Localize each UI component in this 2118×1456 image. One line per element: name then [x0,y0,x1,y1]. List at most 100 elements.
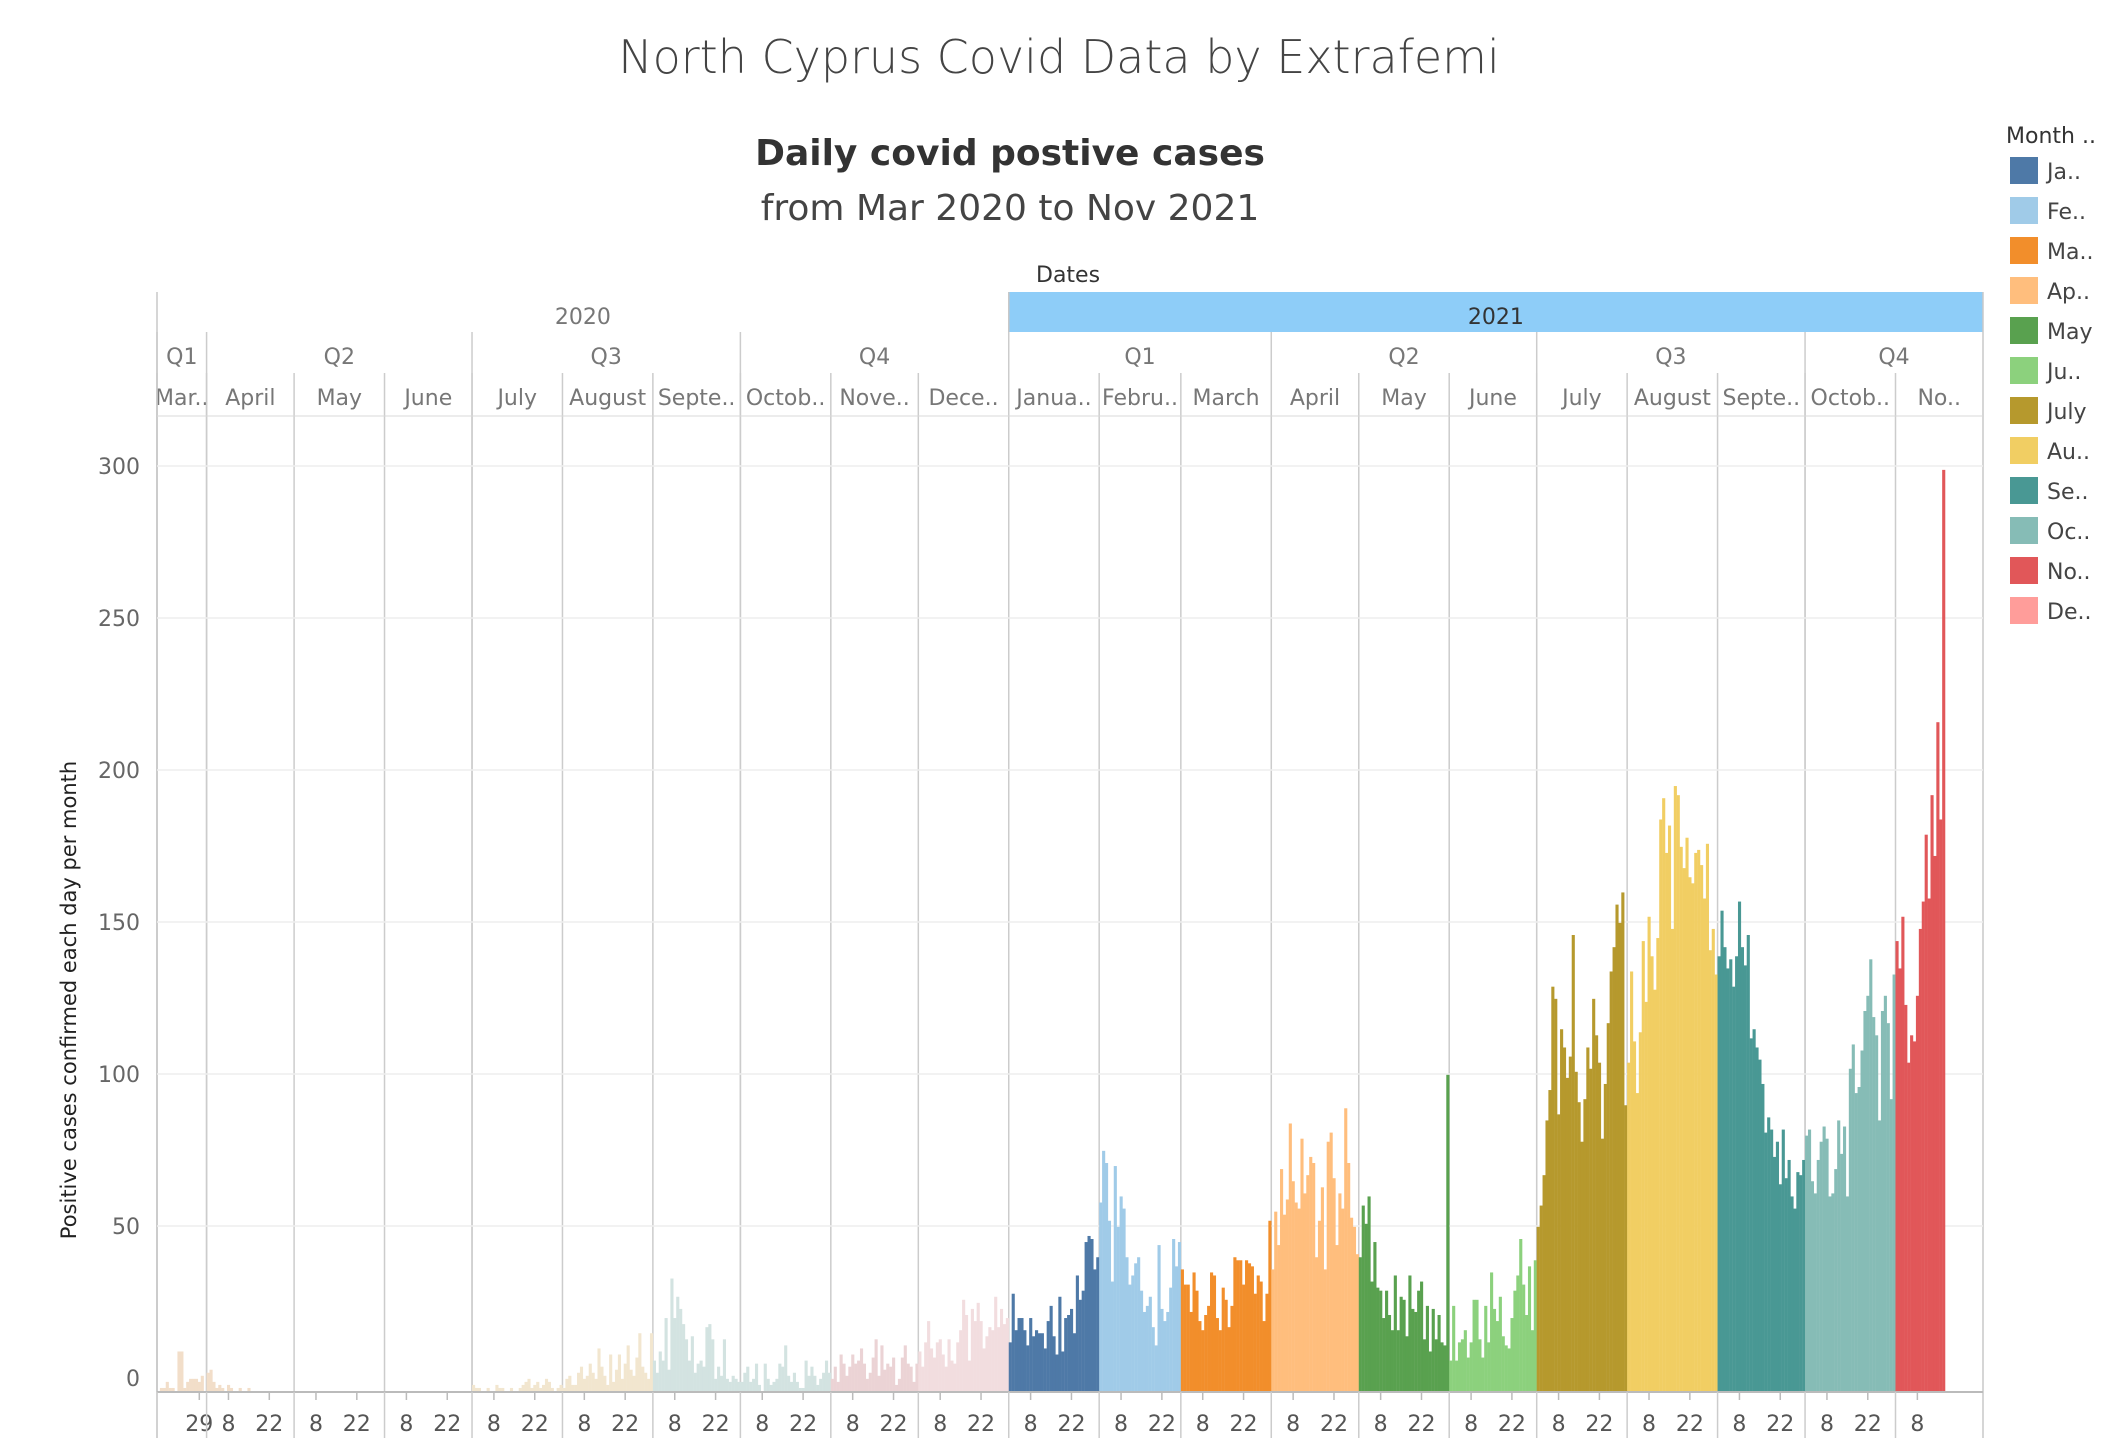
bar [1271,1269,1275,1392]
x-tick-label: 22 [1676,1412,1704,1437]
bar [1355,1254,1359,1392]
bar [690,1336,694,1392]
bar [1880,1011,1885,1392]
bar [1930,795,1934,1392]
bar [1195,1290,1199,1392]
legend-item-label: Fe.. [2047,200,2086,225]
month-label: Dece.. [928,386,998,411]
bar [1807,1129,1812,1392]
bar [1280,1169,1284,1392]
month-label: Nove.. [839,386,909,411]
bar [1335,1245,1339,1392]
bar [889,1366,893,1392]
x-tick-label: 8 [755,1412,769,1437]
bar [1469,1342,1473,1392]
bar [189,1378,193,1392]
bar [1390,1330,1394,1392]
bar [1239,1260,1243,1392]
bar [1586,1047,1590,1392]
bar [667,1369,671,1392]
bar [1854,1093,1858,1392]
bar [1755,1047,1759,1392]
bar [1492,1308,1497,1392]
bar [1352,1226,1357,1392]
bar [212,1381,216,1392]
bar [1539,1205,1543,1392]
bar [763,1363,767,1392]
bar [1907,1062,1911,1392]
x-tick-label: 8 [1732,1412,1746,1437]
bar [585,1375,589,1392]
bar [221,1387,225,1392]
bar [1717,956,1721,1392]
bar [1399,1296,1403,1392]
y-tick-label: 0 [126,1367,140,1392]
bar [1697,849,1701,1392]
bar [1761,1083,1765,1392]
bar [781,1366,785,1392]
bar [1498,1296,1502,1392]
bar [1635,1093,1640,1392]
bar [1090,1239,1094,1392]
bar [556,1387,560,1392]
bar [1078,1299,1082,1392]
bar [959,1330,963,1392]
x-tick-label: 22 [1230,1412,1258,1437]
bar [1667,825,1672,1392]
bar [1475,1299,1479,1392]
bar [1099,1202,1103,1392]
x-tick-label: 22 [611,1412,639,1437]
bar [994,1296,998,1392]
bar [658,1351,662,1392]
x-tick-label: 8 [221,1412,235,1437]
bar [588,1363,592,1392]
bar [1081,1290,1085,1392]
bar [1886,1023,1890,1392]
bar [687,1360,691,1392]
month-label: Mar.. [155,386,208,411]
bar [501,1387,505,1392]
bar [1247,1263,1252,1392]
legend[interactable]: Ja.. Fe.. Ma.. Ap.. May Ju.. July Au.. Se.. Oc.. N… [2010,157,2093,625]
bar [734,1378,738,1392]
bar [159,1387,164,1392]
bar [1128,1284,1132,1392]
x-tick-label: 22 [343,1412,371,1437]
bar [1151,1327,1155,1392]
bar [1840,1153,1844,1392]
bar [1256,1275,1260,1392]
bar [935,1342,939,1392]
bar [717,1366,721,1392]
bar [209,1369,213,1392]
bar [1487,1342,1491,1392]
bar [1764,1132,1768,1392]
bar [1571,935,1575,1392]
bar [1452,1305,1456,1392]
bar [600,1366,604,1392]
bar [1361,1205,1365,1392]
bar [1414,1311,1418,1392]
bar [754,1363,759,1392]
bar [1297,1208,1301,1392]
x-tick-label: 22 [1766,1412,1794,1437]
bar [1107,1220,1112,1392]
bar [1901,916,1905,1392]
bar [1110,1281,1114,1392]
bar [1495,1321,1499,1392]
date-headers: 2020 2021 Q1 Q2 Q3 Q4 Q1 Q2 Q3 Q4 Mar.. April May Jun… [155,292,1984,1438]
bar [652,1360,656,1392]
bar [693,1372,697,1392]
bar [1673,786,1677,1392]
bar [1449,1360,1453,1392]
bar [1536,1226,1540,1392]
bar [1904,1004,1908,1392]
bar [1142,1311,1147,1392]
bar [1723,947,1727,1392]
bar [1043,1348,1047,1392]
bar [1618,922,1622,1392]
bar [883,1369,887,1392]
bar [746,1366,750,1392]
legend-item-label: Se.. [2047,480,2089,505]
bar [1933,855,1937,1392]
bar [1186,1284,1190,1392]
